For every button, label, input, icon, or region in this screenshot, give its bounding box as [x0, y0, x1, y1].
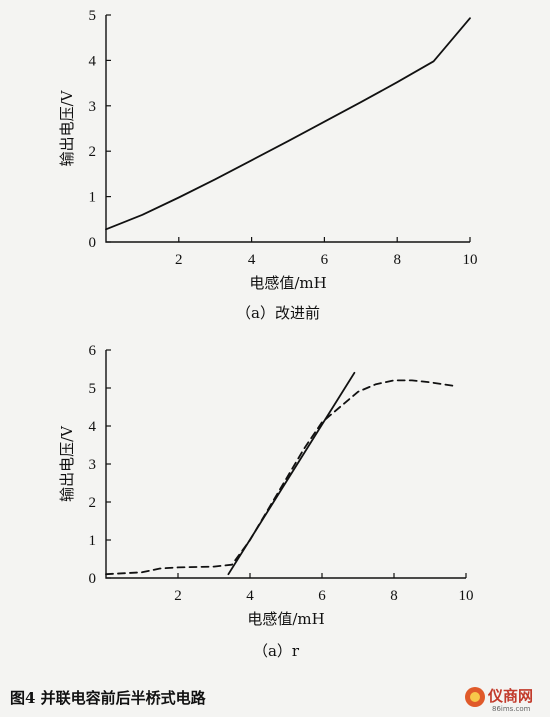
series-line-dashed: [105, 379, 457, 576]
y-tick-label: 6: [89, 343, 97, 359]
y-tick-label: 5: [89, 381, 97, 397]
chart-b: 0 1 2 3 4 5 6 2 4 6 8 10 电感值/mH 输出电压/V （a）r: [58, 343, 474, 660]
x-tick-label: 8: [393, 252, 401, 268]
y-tick-label: 2: [89, 144, 97, 160]
y-axis-label: 输出电压/V: [58, 89, 76, 166]
series-line-solid: [227, 371, 356, 576]
axes-frame: [105, 350, 466, 579]
figure-caption: 图4 并联电容前后半桥式电路: [10, 689, 207, 707]
y-tick-label: 5: [89, 8, 97, 24]
y-tick-label: 0: [89, 571, 97, 587]
y-tick-label: 1: [89, 533, 97, 549]
y-tick-label: 4: [89, 419, 97, 435]
x-axis-label: 电感值/mH: [247, 610, 324, 628]
y-tick-label: 4: [89, 53, 97, 69]
chart-a: 0 1 2 3 4 5 2 4 6 8 10 电感值/mH 输出电压/V （a）改进前: [58, 8, 478, 322]
chart-caption: （a）改进前: [236, 304, 320, 322]
x-tick-label: 4: [246, 588, 254, 604]
y-tick-label: 1: [89, 190, 97, 206]
series-line-solid: [105, 17, 471, 231]
y-tick-label: 2: [89, 495, 97, 511]
x-tick-label: 10: [463, 252, 478, 268]
x-tick-label: 6: [318, 588, 326, 604]
y-axis-label: 输出电压/V: [58, 425, 76, 502]
y-tick-label: 3: [89, 99, 97, 115]
x-axis-label: 电感值/mH: [249, 274, 326, 292]
chart-caption: （a）r: [253, 642, 300, 660]
watermark-url: 86ims.com: [492, 705, 531, 713]
axes-frame: [105, 15, 470, 243]
watermark-logo: 仪商网 86ims.com: [465, 687, 533, 713]
y-tick-label: 3: [89, 457, 97, 473]
x-tick-label: 2: [174, 588, 182, 604]
watermark-text: 仪商网: [487, 687, 533, 705]
x-tick-label: 10: [459, 588, 474, 604]
x-tick-label: 6: [321, 252, 329, 268]
x-tick-label: 8: [390, 588, 398, 604]
x-tick-label: 4: [248, 252, 256, 268]
y-tick-label: 0: [89, 235, 97, 251]
x-tick-label: 2: [175, 252, 183, 268]
